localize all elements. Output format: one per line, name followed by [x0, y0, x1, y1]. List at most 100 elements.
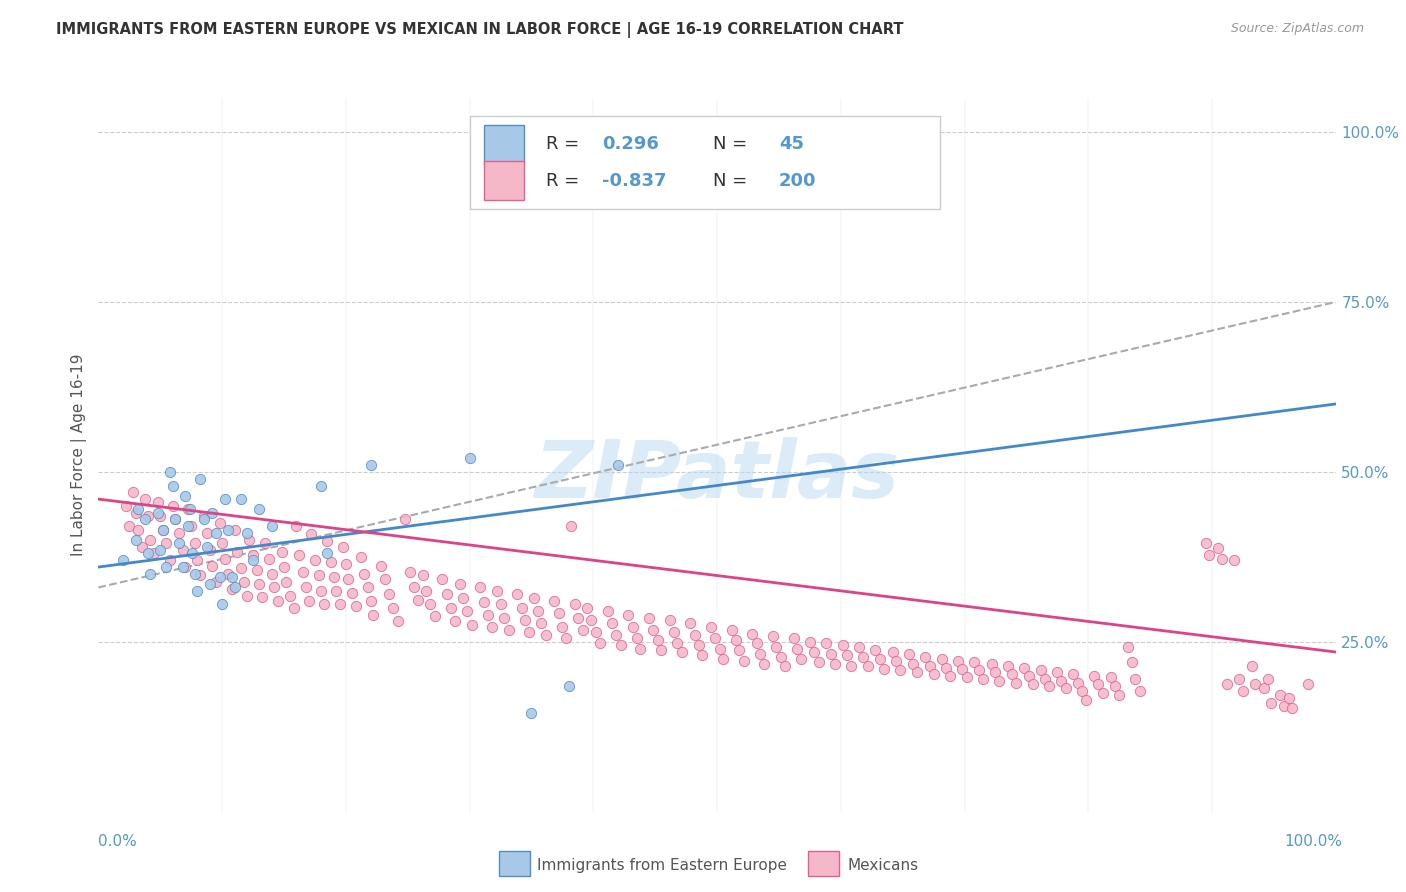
Point: [221, 582, 243, 596]
Point: [607, 458, 630, 472]
Point: [709, 641, 731, 656]
Text: 45: 45: [779, 136, 804, 153]
Point: [312, 598, 335, 612]
Point: [319, 555, 342, 569]
Point: [547, 607, 569, 621]
Point: [436, 587, 458, 601]
Point: [889, 664, 911, 678]
Point: [835, 648, 858, 663]
Point: [350, 549, 373, 564]
Point: [208, 570, 231, 584]
Point: [155, 536, 177, 550]
Point: [1092, 686, 1115, 700]
Point: [458, 451, 481, 466]
Point: [246, 563, 269, 577]
Point: [1121, 655, 1143, 669]
Point: [112, 553, 135, 567]
Point: [650, 643, 672, 657]
Point: [886, 654, 908, 668]
Point: [517, 624, 540, 639]
Point: [298, 594, 321, 608]
Point: [184, 536, 207, 550]
Point: [217, 566, 239, 581]
Point: [1021, 677, 1043, 691]
Point: [270, 545, 292, 559]
Point: [997, 658, 1019, 673]
Point: [1054, 681, 1077, 695]
Point: [605, 628, 627, 642]
Point: [1104, 679, 1126, 693]
Point: [1272, 699, 1295, 714]
Point: [415, 583, 437, 598]
Point: [897, 647, 920, 661]
Point: [139, 533, 162, 547]
Point: [832, 638, 855, 652]
Point: [1012, 660, 1035, 674]
Text: ZIPatlas: ZIPatlas: [534, 437, 900, 516]
Point: [340, 586, 363, 600]
Point: [523, 591, 546, 605]
Point: [139, 566, 162, 581]
Point: [211, 536, 233, 550]
Point: [309, 478, 332, 492]
Point: [1000, 667, 1022, 681]
Point: [288, 548, 311, 562]
Point: [394, 512, 416, 526]
Point: [901, 657, 924, 671]
FancyBboxPatch shape: [470, 116, 939, 209]
Point: [295, 581, 318, 595]
Point: [198, 543, 221, 558]
Point: [316, 546, 339, 560]
Point: [728, 643, 751, 657]
Point: [236, 589, 259, 603]
Point: [412, 568, 434, 582]
FancyBboxPatch shape: [485, 125, 524, 164]
Point: [127, 523, 149, 537]
Point: [254, 536, 277, 550]
Text: Mexicans: Mexicans: [848, 858, 920, 872]
Point: [1227, 672, 1250, 686]
Point: [224, 581, 246, 595]
Point: [193, 509, 215, 524]
Point: [980, 657, 1002, 671]
Point: [205, 526, 228, 541]
Point: [963, 655, 986, 669]
Point: [337, 572, 360, 586]
Point: [172, 560, 194, 574]
Point: [494, 611, 516, 625]
Point: [666, 636, 689, 650]
Point: [572, 623, 595, 637]
Point: [969, 664, 991, 678]
Point: [233, 574, 256, 589]
Point: [176, 519, 198, 533]
Point: [1232, 683, 1254, 698]
Point: [208, 516, 231, 530]
Point: [1033, 672, 1056, 686]
Point: [873, 662, 896, 676]
Point: [134, 492, 156, 507]
Point: [536, 628, 558, 642]
Point: [1223, 553, 1246, 567]
Point: [931, 652, 953, 666]
Point: [579, 613, 602, 627]
Point: [242, 548, 264, 562]
Point: [152, 523, 174, 537]
Point: [1278, 690, 1301, 705]
Point: [956, 670, 979, 684]
Point: [283, 600, 305, 615]
Point: [820, 647, 842, 661]
Point: [131, 540, 153, 554]
Point: [918, 658, 941, 673]
Point: [146, 506, 169, 520]
Point: [882, 645, 904, 659]
Point: [167, 526, 190, 541]
Point: [229, 561, 252, 575]
Point: [335, 557, 357, 571]
Text: R =: R =: [547, 171, 585, 189]
Point: [291, 566, 314, 580]
Point: [149, 509, 172, 524]
Point: [149, 543, 172, 558]
Point: [263, 581, 285, 595]
Point: [526, 604, 548, 618]
Text: -0.837: -0.837: [602, 171, 666, 189]
